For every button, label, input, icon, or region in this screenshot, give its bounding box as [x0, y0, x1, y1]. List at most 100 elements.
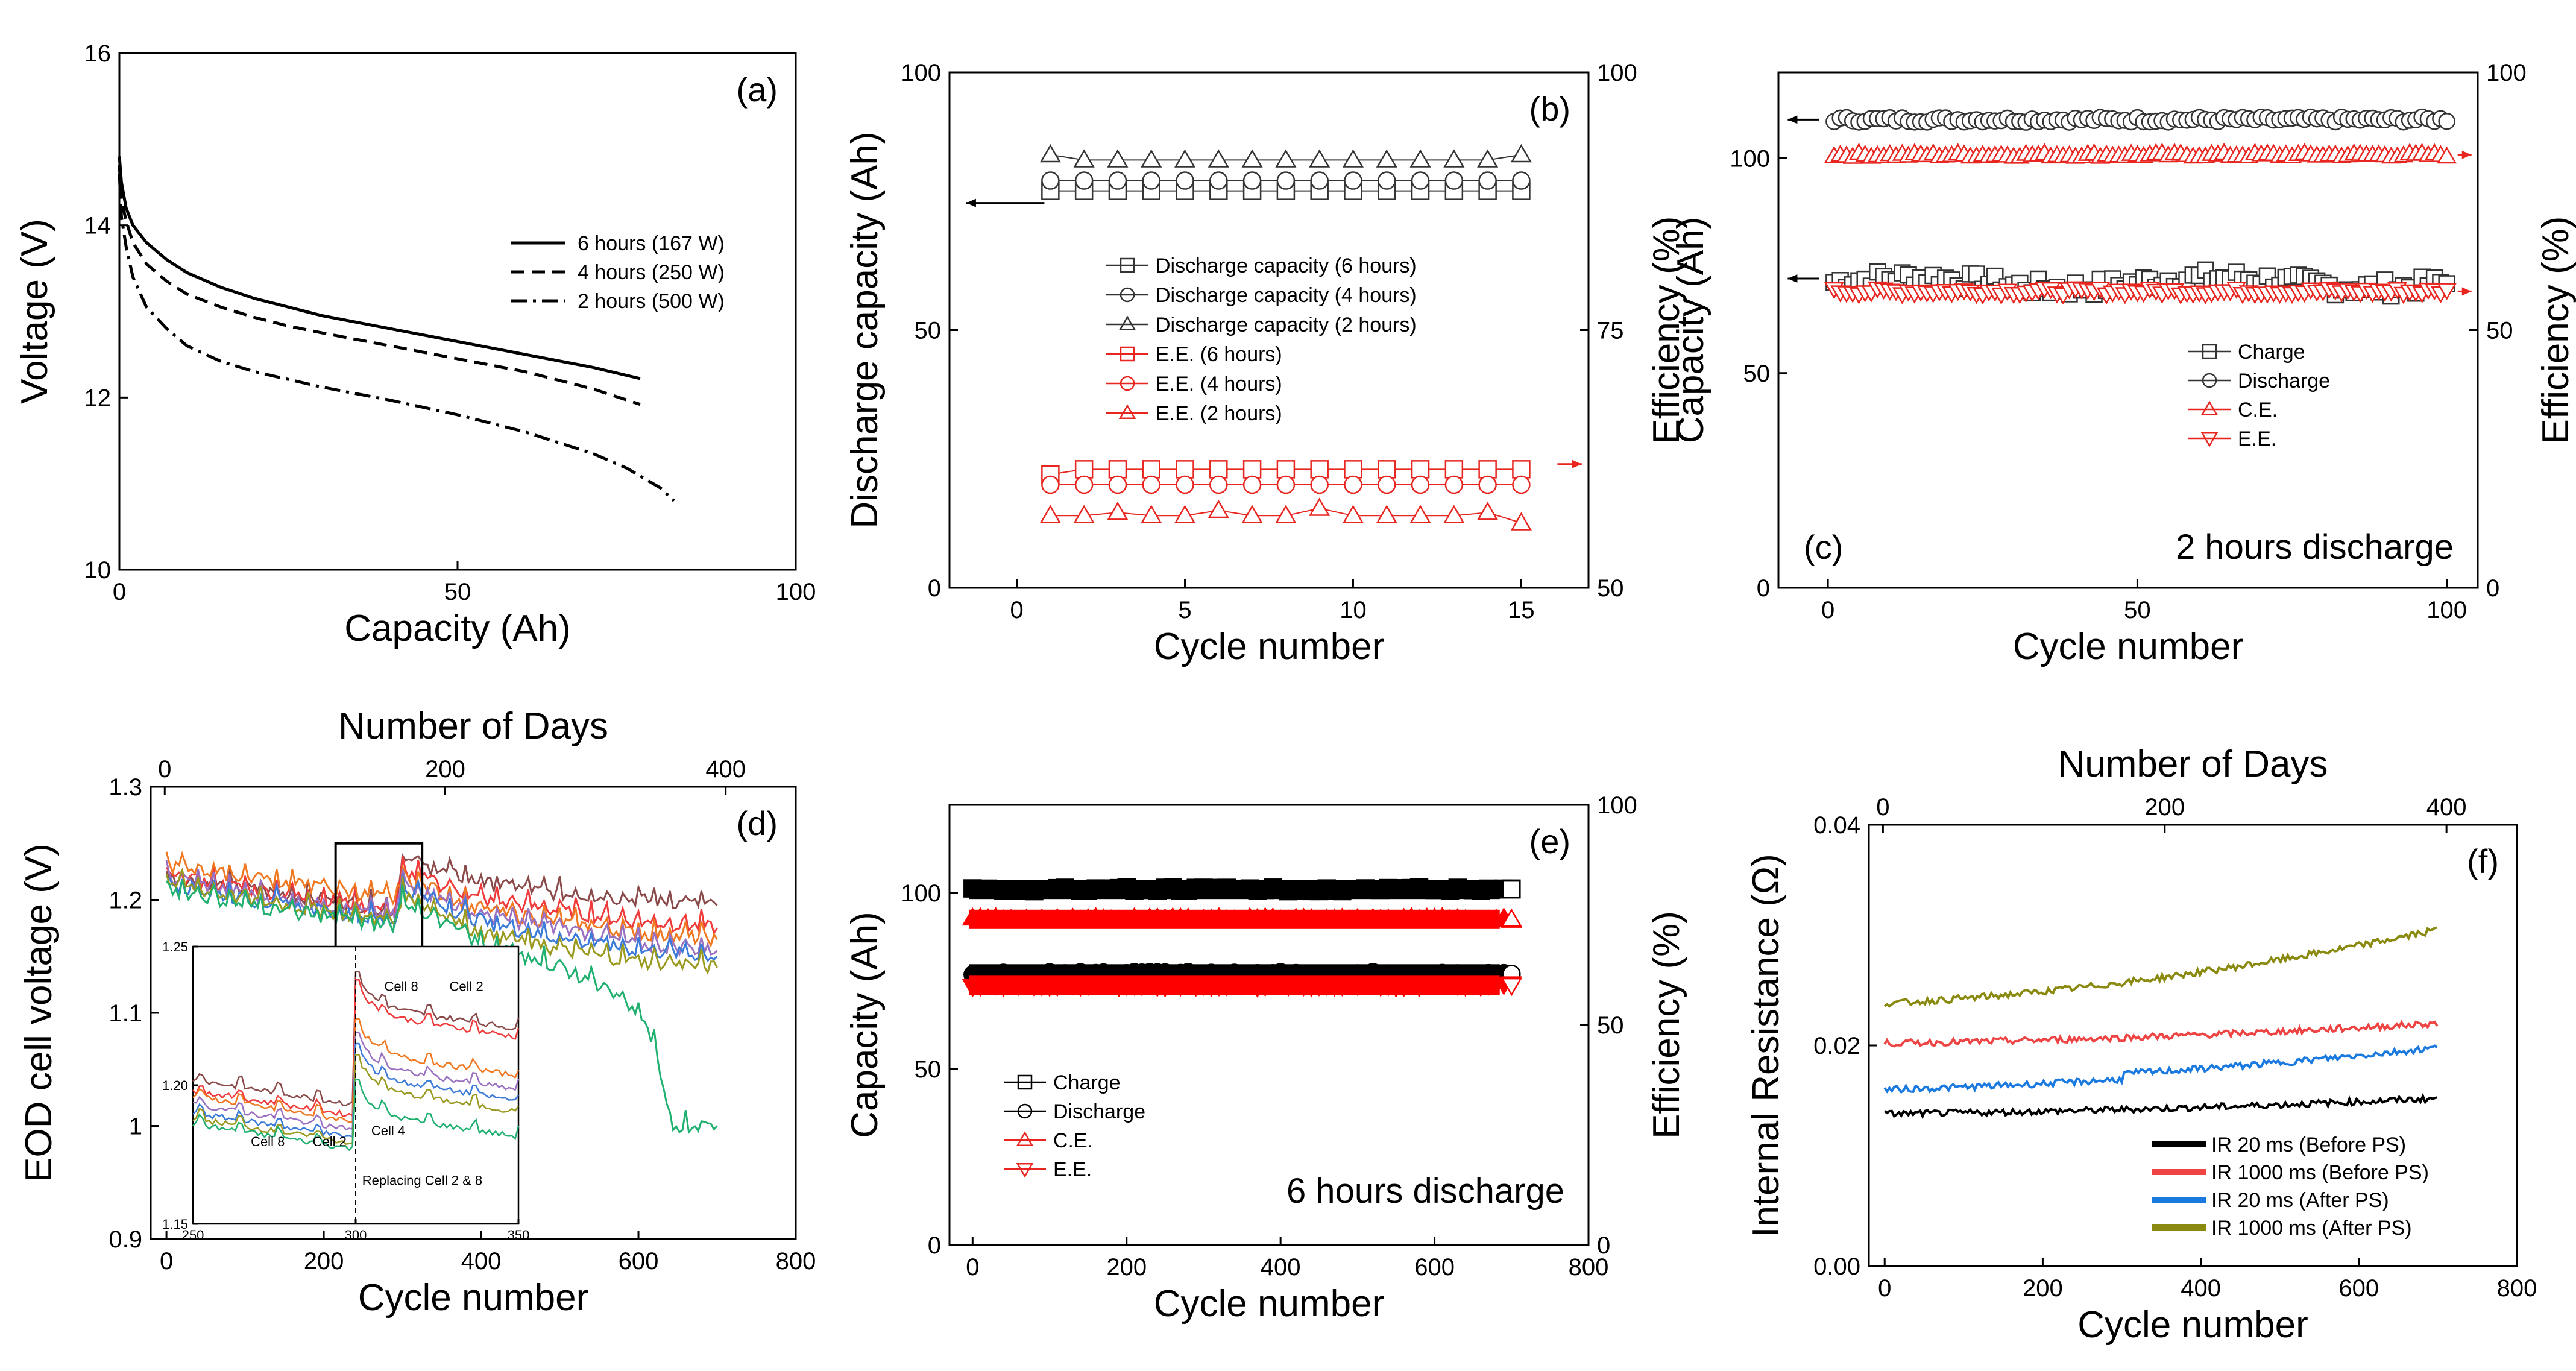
inset-y-tick-label: 1.20: [162, 1078, 188, 1093]
triangle-marker: [1409, 149, 1431, 168]
legend-label: 2 hours (500 W): [578, 290, 725, 313]
circle-marker: [1242, 475, 1262, 494]
circle-marker: [1411, 475, 1430, 494]
y2-axis-label: Efficiency (%): [1646, 216, 1687, 444]
x-tick-label: 400: [461, 1248, 502, 1275]
circle-marker: [1276, 171, 1296, 190]
inset-x-tick-label: 300: [345, 1228, 367, 1243]
square-marker: [1209, 460, 1228, 479]
x-tick-label: 100: [2426, 597, 2467, 623]
triangle-down-marker: [1501, 977, 1522, 997]
triangle-marker: [1342, 149, 1364, 168]
legend-label: 6 hours (167 W): [578, 232, 725, 255]
y-tick-label: 0: [928, 575, 941, 602]
inset-x-tick-label: 250: [182, 1228, 204, 1243]
x-axis-label: Cycle number: [2077, 1304, 2308, 1346]
legend-label: IR 20 ms (Before PS): [2211, 1133, 2406, 1156]
x2-axis-label: Number of Days: [338, 705, 608, 747]
circle-marker: [1378, 171, 1396, 190]
y-tick-label: 1: [129, 1114, 142, 1140]
circle-marker: [1276, 475, 1296, 494]
triangle-marker: [1241, 149, 1263, 168]
triangle-marker: [1443, 505, 1465, 523]
circle-marker: [1108, 475, 1127, 494]
triangle-marker: [1073, 505, 1095, 523]
square-marker: [1242, 460, 1262, 479]
series-line: [118, 165, 641, 406]
panel-d: 0 200 400 600 800 0.9 1 1.1 1.2 1.3 Cycle number EO…: [18, 705, 816, 1319]
series-line: [1884, 1092, 2438, 1120]
square-marker: [1142, 181, 1160, 200]
y2-tick-label: 50: [2486, 318, 2513, 344]
x-tick-label: 50: [2124, 597, 2151, 623]
legend-label: E.E.: [2238, 427, 2276, 450]
circle-marker: [1074, 171, 1094, 190]
legend-label: E.E. (2 hours): [1156, 402, 1282, 425]
triangle-marker: [1016, 1131, 1034, 1147]
y-tick-label: 0.02: [1813, 1033, 1860, 1059]
series-line: [165, 868, 718, 975]
circle-marker: [2202, 373, 2217, 388]
legend-label: IR 1000 ms (Before PS): [2211, 1161, 2429, 1184]
panel-c: 0 50 100 0 50 100 Cycle number Capacity (Ah) 0 50…: [1670, 60, 2576, 667]
x-axis-label: Cycle number: [1154, 1283, 1384, 1325]
legend-label: E.E. (6 hours): [1156, 343, 1282, 366]
inset-series-line: [192, 979, 520, 1118]
y2-tick-label: 0: [2486, 575, 2499, 602]
circle-marker: [1242, 171, 1262, 190]
circle-marker: [1344, 475, 1362, 494]
square-marker: [1120, 346, 1135, 362]
square-marker: [1142, 460, 1160, 479]
circle-marker: [1478, 475, 1497, 494]
x-tick-label: 800: [2497, 1275, 2537, 1302]
series-line: [118, 173, 675, 502]
circle-marker: [1041, 171, 1060, 190]
legend-label: 4 hours (250 W): [578, 261, 725, 284]
series-line: [165, 851, 718, 948]
square-marker: [1074, 460, 1094, 479]
legend-label: IR 1000 ms (After PS): [2211, 1217, 2412, 1240]
triangle-marker: [1107, 502, 1129, 520]
inset-series-line: [192, 1054, 520, 1145]
x-tick-label: 200: [1106, 1254, 1147, 1281]
triangle-marker: [1477, 502, 1499, 520]
x-tick-label: 10: [1340, 597, 1367, 623]
y-axis-label: EOD cell voltage (V): [18, 843, 60, 1182]
panel-label: (b): [1529, 90, 1570, 128]
square-marker: [1378, 460, 1396, 479]
panel-label: (a): [737, 71, 778, 109]
triangle-down-marker: [1016, 1162, 1034, 1178]
axis-arrow-head: [1787, 115, 1798, 124]
triangle-marker: [1039, 505, 1061, 523]
circle-marker: [1512, 475, 1531, 494]
inset-label: Replacing Cell 2 & 8: [362, 1173, 482, 1188]
x2-tick-label: 200: [2144, 794, 2185, 821]
y-tick-label: 50: [915, 1056, 942, 1083]
inset-y-tick-label: 1.25: [162, 939, 188, 954]
circle-marker: [1378, 475, 1396, 494]
triangle-marker: [1118, 404, 1136, 420]
x-tick-label: 600: [2338, 1275, 2379, 1302]
triangle-marker: [1275, 149, 1297, 168]
y-tick-label: 100: [901, 880, 941, 907]
annotation: 6 hours discharge: [1286, 1171, 1564, 1211]
circle-marker: [1142, 171, 1160, 190]
triangle-marker: [1342, 505, 1364, 523]
triangle-marker: [2200, 400, 2219, 416]
circle-marker: [1017, 1103, 1033, 1119]
y-tick-label: 1.2: [109, 887, 142, 914]
triangle-marker: [1107, 149, 1129, 168]
circle-marker: [1512, 171, 1531, 190]
inset-label: Cell 8: [384, 979, 418, 994]
axis-arrow-head: [2461, 150, 2472, 159]
series-line: [1883, 1020, 2439, 1048]
legend-label: E.E. (4 hours): [1156, 373, 1282, 396]
y2-tick-label: 50: [1597, 1012, 1624, 1039]
x-tick-label: 0: [1010, 597, 1023, 623]
legend-label: Charge: [1053, 1071, 1121, 1094]
triangle-marker: [1039, 143, 1061, 163]
x-tick-label: 600: [619, 1248, 659, 1275]
x-axis-label: Cycle number: [358, 1277, 588, 1319]
square-marker: [1478, 460, 1497, 479]
y-tick-label: 0: [928, 1232, 941, 1259]
